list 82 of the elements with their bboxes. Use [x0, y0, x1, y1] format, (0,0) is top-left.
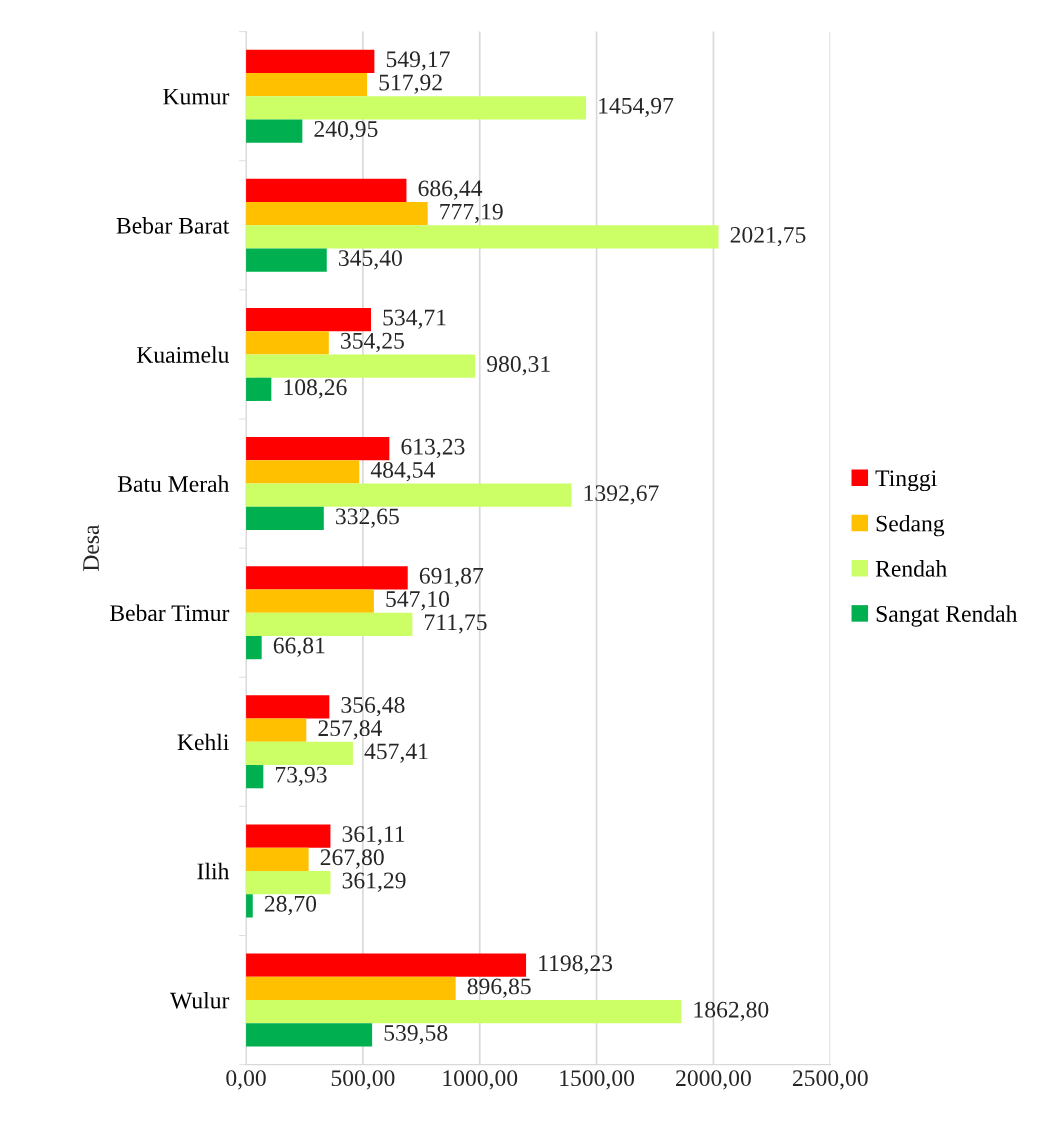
data-label: 777,19 — [440, 203, 503, 223]
data-label: 2021,75 — [730, 226, 806, 247]
bar — [246, 377, 272, 401]
bar — [246, 953, 527, 977]
data-label: 686,44 — [418, 180, 483, 200]
data-label: 240,95 — [314, 121, 378, 141]
x-tick-label: 2000,00 — [676, 1070, 751, 1090]
data-label: 267,80 — [320, 849, 384, 869]
data-label: 517,92 — [379, 74, 442, 94]
y-tick-label: Bebar Barat — [116, 217, 230, 234]
bar — [246, 225, 719, 249]
legend-label: Rendah — [875, 560, 947, 577]
bar — [246, 248, 327, 272]
data-label: 534,71 — [383, 309, 446, 329]
data-label: 361,11 — [342, 826, 405, 846]
data-label: 549,17 — [386, 51, 450, 71]
data-label: 66,81 — [273, 637, 325, 657]
y-tick-label: Kehli — [177, 733, 229, 751]
bar — [246, 354, 476, 378]
data-label: 73,93 — [275, 766, 327, 786]
bar — [246, 202, 428, 226]
bar — [246, 119, 303, 143]
data-label: 539,58 — [384, 1024, 448, 1045]
data-label: 1454,97 — [599, 97, 674, 118]
bar — [246, 460, 360, 484]
data-label: 28,70 — [264, 895, 317, 916]
bar — [246, 437, 390, 461]
y-axis-title: Desa — [83, 524, 99, 572]
data-label: 896,85 — [467, 978, 531, 998]
data-label: 980,31 — [487, 356, 550, 376]
data-label: 332,65 — [336, 508, 399, 528]
data-label: 613,23 — [401, 438, 465, 459]
bar — [246, 695, 330, 719]
x-tick-label: 1000,00 — [443, 1070, 518, 1090]
bar — [246, 824, 331, 848]
bar — [246, 178, 407, 203]
bar — [246, 49, 375, 73]
bar — [246, 506, 324, 531]
bar — [246, 1023, 373, 1047]
bar — [246, 765, 264, 789]
x-tick-label: 0,00 — [226, 1070, 266, 1090]
bar — [246, 718, 307, 742]
bar — [246, 483, 572, 507]
data-label: 457,41 — [364, 743, 428, 763]
bar — [246, 870, 331, 895]
bar — [246, 566, 408, 590]
data-label: 484,54 — [370, 461, 435, 482]
bar — [246, 1000, 682, 1024]
legend-label: Tinggi — [875, 470, 937, 492]
y-tick-label: Wulur — [170, 991, 230, 1009]
x-tick-label: 500,00 — [331, 1070, 395, 1090]
bar — [246, 741, 353, 766]
bar — [246, 635, 262, 660]
legend-label: Sedang — [876, 514, 945, 537]
data-label: 711,75 — [425, 614, 487, 634]
bar — [246, 847, 309, 871]
data-label: 354,25 — [341, 332, 404, 353]
y-tick-label: Ilih — [197, 862, 230, 880]
bar — [246, 72, 368, 97]
bar — [246, 96, 587, 120]
data-label: 356,48 — [341, 696, 405, 717]
y-tick-label: Kuaimelu — [136, 346, 229, 363]
data-label: 547,10 — [386, 591, 450, 611]
bar — [246, 612, 413, 636]
y-tick-label: Bebar Timur — [110, 604, 230, 622]
data-label: 1862,80 — [694, 1001, 769, 1022]
data-label: 345,40 — [339, 250, 402, 270]
bar — [246, 307, 371, 332]
data-label: 1392,67 — [584, 485, 659, 505]
bar — [246, 976, 456, 1001]
data-label: 691,87 — [419, 567, 484, 588]
data-label: 361,29 — [342, 872, 406, 892]
y-tick-label: Batu Merah — [117, 475, 230, 492]
bar — [246, 331, 329, 355]
x-tick-label: 2500,00 — [792, 1070, 868, 1090]
data-label: 108,26 — [284, 379, 347, 399]
legend-label: Sangat Rendah — [876, 605, 1018, 627]
x-tick-label: 1500,00 — [560, 1070, 635, 1090]
data-label: 257,84 — [318, 720, 382, 740]
data-label: 1198,23 — [539, 955, 613, 975]
y-tick-label: Kumur — [163, 88, 230, 105]
bar — [246, 589, 374, 613]
